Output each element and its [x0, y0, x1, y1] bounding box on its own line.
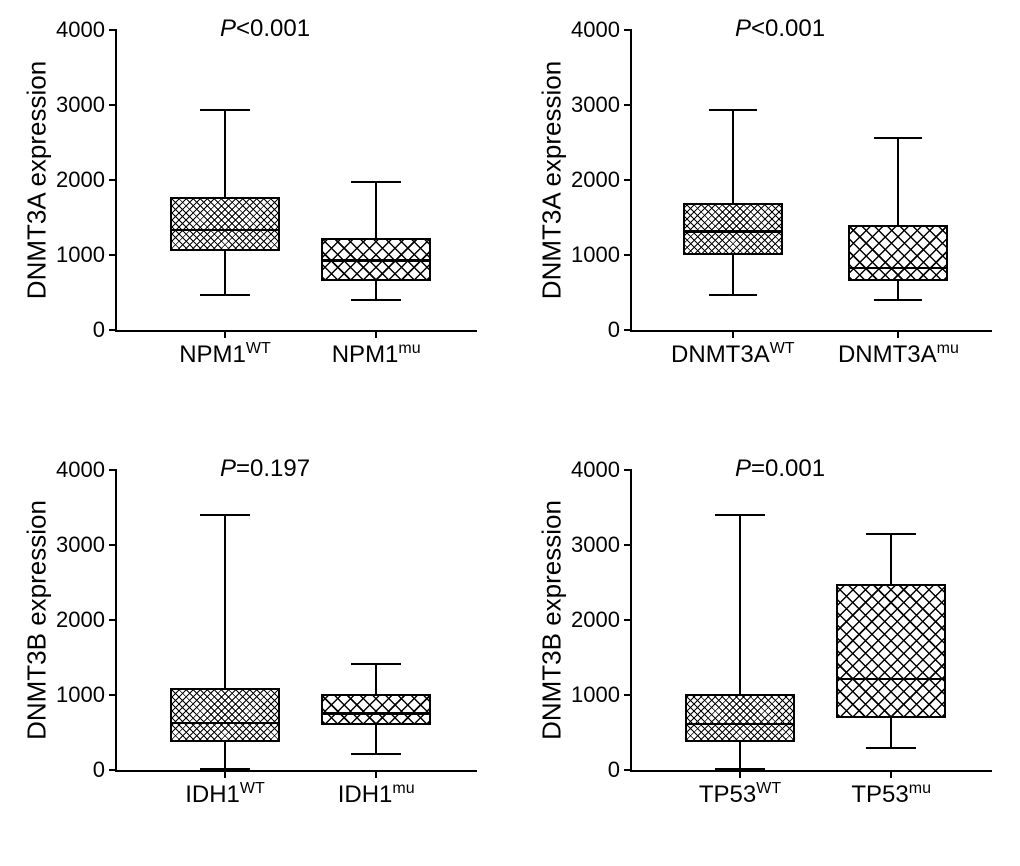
whisker-cap-lower — [200, 768, 250, 770]
boxplot-median — [170, 722, 280, 725]
whisker-cap-upper — [709, 109, 757, 111]
y-tick-label: 0 — [608, 317, 632, 343]
plot-area-tr: 01000200030004000DNMT3AWTDNMT3Amu — [630, 30, 992, 332]
y-tick-label: 2000 — [571, 167, 632, 193]
whisker-lower — [375, 725, 377, 754]
boxplot-box — [848, 225, 948, 281]
boxplot-box — [170, 688, 280, 742]
boxplot-box — [683, 203, 783, 256]
boxplot-box — [170, 197, 280, 251]
y-tick-label: 2000 — [571, 607, 632, 633]
boxplot-median — [848, 267, 948, 270]
whisker-upper — [375, 182, 377, 238]
x-tick-label: TP53mu — [851, 770, 931, 809]
whisker-upper — [224, 110, 226, 198]
y-axis-label: DNMT3A expression — [22, 61, 53, 299]
whisker-lower — [890, 718, 892, 749]
whisker-cap-lower — [200, 294, 250, 296]
y-tick-label: 3000 — [56, 532, 117, 558]
y-tick-label: 0 — [608, 757, 632, 783]
boxplot-median — [685, 723, 795, 726]
boxplot-median — [170, 229, 280, 232]
whisker-cap-upper — [200, 514, 250, 516]
whisker-upper — [897, 138, 899, 225]
whisker-cap-upper — [715, 514, 765, 516]
boxplot-box — [836, 584, 946, 718]
whisker-cap-upper — [351, 663, 401, 665]
x-tick-label: TP53WT — [699, 770, 781, 809]
y-tick-label: 1000 — [571, 682, 632, 708]
plot-area-tl: 01000200030004000NPM1WTNPM1mu — [115, 30, 477, 332]
whisker-upper — [739, 515, 741, 694]
whisker-upper — [375, 664, 377, 694]
y-tick-label: 3000 — [571, 92, 632, 118]
whisker-lower — [732, 255, 734, 295]
whisker-lower — [224, 251, 226, 295]
boxplot-median — [321, 712, 431, 715]
y-tick-label: 2000 — [56, 167, 117, 193]
x-tick-label: NPM1mu — [332, 330, 421, 369]
x-tick-label: IDH1mu — [338, 770, 415, 809]
whisker-cap-lower — [709, 294, 757, 296]
x-tick-label: DNMT3Amu — [838, 330, 959, 369]
boxplot-median — [321, 259, 431, 262]
plot-area-bl: 01000200030004000IDH1WTIDH1mu — [115, 470, 477, 772]
whisker-cap-lower — [351, 299, 401, 301]
y-axis-label: DNMT3A expression — [537, 61, 568, 299]
whisker-cap-upper — [351, 181, 401, 183]
y-tick-label: 1000 — [56, 242, 117, 268]
x-tick-label: IDH1WT — [185, 770, 265, 809]
y-tick-label: 1000 — [571, 242, 632, 268]
y-axis-label: DNMT3B expression — [537, 500, 568, 740]
whisker-cap-lower — [874, 299, 922, 301]
boxplot-median — [683, 230, 783, 233]
p-value-label: P=0.197 — [220, 455, 310, 483]
boxplot-box — [685, 694, 795, 743]
boxplot-median — [836, 678, 946, 681]
x-tick-label: DNMT3AWT — [671, 330, 795, 369]
y-tick-label: 3000 — [571, 532, 632, 558]
whisker-cap-upper — [874, 137, 922, 139]
y-tick-label: 0 — [93, 757, 117, 783]
p-value-label: P=0.001 — [735, 455, 825, 483]
p-value-label: P<0.001 — [220, 15, 310, 43]
whisker-cap-lower — [866, 747, 916, 749]
whisker-upper — [224, 515, 226, 688]
p-value-label: P<0.001 — [735, 15, 825, 43]
y-tick-label: 2000 — [56, 607, 117, 633]
y-tick-label: 0 — [93, 317, 117, 343]
whisker-cap-lower — [715, 768, 765, 770]
y-tick-label: 4000 — [571, 457, 632, 483]
whisker-lower — [224, 742, 226, 768]
whisker-cap-lower — [351, 753, 401, 755]
y-tick-label: 4000 — [571, 17, 632, 43]
whisker-upper — [732, 110, 734, 203]
plot-area-br: 01000200030004000TP53WTTP53mu — [630, 470, 992, 772]
boxplot-box — [321, 694, 431, 726]
whisker-lower — [897, 281, 899, 300]
whisker-cap-upper — [200, 109, 250, 111]
x-tick-label: NPM1WT — [179, 330, 271, 369]
y-tick-label: 4000 — [56, 17, 117, 43]
whisker-lower — [375, 281, 377, 301]
y-tick-label: 4000 — [56, 457, 117, 483]
figure-container: 01000200030004000NPM1WTNPM1muDNMT3A expr… — [0, 0, 1020, 866]
whisker-cap-upper — [866, 533, 916, 535]
y-axis-label: DNMT3B expression — [22, 500, 53, 740]
whisker-lower — [739, 742, 741, 768]
y-tick-label: 1000 — [56, 682, 117, 708]
whisker-upper — [890, 534, 892, 584]
y-tick-label: 3000 — [56, 92, 117, 118]
